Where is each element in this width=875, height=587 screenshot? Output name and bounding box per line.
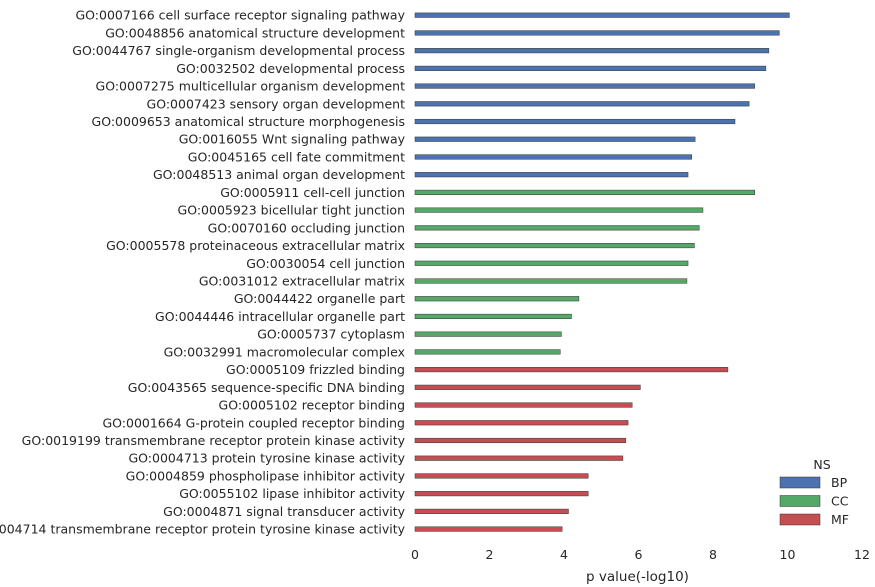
category-label: GO:0004859 phospholipase inhibitor activ… <box>126 468 406 483</box>
category-label: GO:0004871 signal transducer activity <box>163 504 405 519</box>
category-label: GO:0016055 Wnt signaling pathway <box>179 132 406 147</box>
bar-bp <box>414 118 736 125</box>
category-label: GO:0005911 cell-cell junction <box>220 185 405 200</box>
category-label: GO:0070160 occluding junction <box>208 220 405 235</box>
bar-bp <box>414 65 767 71</box>
legend-swatch-bp <box>779 476 821 489</box>
category-label: GO:0005102 receptor binding <box>219 398 405 413</box>
x-tick-label: 6 <box>635 547 643 562</box>
legend-label-bp: BP <box>831 475 848 490</box>
category-labels: GO:0007166 cell surface receptor signali… <box>0 8 406 537</box>
bar-cc <box>414 331 562 337</box>
bar-mf <box>414 508 569 514</box>
category-label: GO:0030054 cell junction <box>246 256 405 271</box>
bar-mf <box>414 402 633 408</box>
x-tick-label: 2 <box>486 547 494 562</box>
bar-mf <box>414 455 624 461</box>
x-tick-label: 4 <box>560 547 568 562</box>
bar-cc <box>414 207 704 213</box>
bars-group <box>414 12 790 532</box>
legend-swatch-mf <box>779 513 821 526</box>
bar-cc <box>414 225 700 231</box>
bar-mf <box>414 437 627 444</box>
category-label: GO:0005923 bicellular tight junction <box>178 203 405 218</box>
legend: NS BP CC MF <box>779 457 849 527</box>
category-label: GO:0004713 protein tyrosine kinase activ… <box>129 451 406 466</box>
bar-mf <box>414 367 729 373</box>
category-label: GO:0007166 cell surface receptor signali… <box>75 8 405 23</box>
category-label: GO:0044767 single-organism developmental… <box>72 43 405 58</box>
bar-bp <box>414 136 696 142</box>
x-tick-label: 10 <box>780 547 796 562</box>
category-label: GO:0044446 intracellular organelle part <box>155 309 405 324</box>
x-tick-label: 8 <box>709 547 717 562</box>
category-label: GO:0004714 transmembrane receptor protei… <box>0 522 406 537</box>
legend-label-cc: CC <box>831 494 849 509</box>
bar-bp <box>414 30 780 36</box>
category-label: GO:0007423 sensory organ development <box>147 96 406 111</box>
category-label: GO:0048513 animal organ development <box>153 167 405 182</box>
bar-cc <box>414 278 688 284</box>
x-axis-label: p value(-log10) <box>586 569 689 585</box>
category-label: GO:0055102 lipase inhibitor activity <box>179 486 405 501</box>
bar-cc <box>414 296 580 302</box>
category-label: GO:0005578 proteinaceous extracellular m… <box>106 238 405 253</box>
bar-bp <box>414 154 693 160</box>
category-label: GO:0001664 G-protein coupled receptor bi… <box>102 415 405 430</box>
category-label: GO:0032502 developmental process <box>176 61 405 76</box>
category-label: GO:0007275 multicellular organism develo… <box>96 79 406 94</box>
bar-cc <box>414 260 689 266</box>
category-label: GO:0009653 anatomical structure morphoge… <box>92 114 405 129</box>
bar-bp <box>414 12 790 18</box>
x-tick-label: 0 <box>411 547 419 562</box>
bar-bp <box>414 172 689 178</box>
category-label: GO:0043565 sequence-specific DNA binding <box>128 380 405 395</box>
category-label: GO:0005737 cytoplasm <box>257 327 405 342</box>
bar-cc <box>414 243 695 249</box>
bar-cc <box>414 313 572 319</box>
category-label: GO:0031012 extracellular matrix <box>199 274 405 289</box>
category-label: GO:0005109 frizzled binding <box>226 362 405 377</box>
bar-mf <box>414 526 563 532</box>
legend-title: NS <box>813 457 830 472</box>
category-label: GO:0032991 macromolecular complex <box>164 344 405 359</box>
x-axis-ticks: 0 2 4 6 8 10 12 <box>411 547 870 562</box>
bar-cc <box>414 349 561 355</box>
bar-mf <box>414 420 629 426</box>
bar-mf <box>414 473 589 479</box>
category-label: GO:0044422 organelle part <box>234 291 405 306</box>
legend-label-mf: MF <box>831 512 849 527</box>
bar-bp <box>414 101 750 107</box>
bar-mf <box>414 491 589 497</box>
category-label: GO:0048856 anatomical structure developm… <box>105 25 405 40</box>
bar-bp <box>414 48 770 54</box>
legend-swatch-cc <box>779 495 821 507</box>
category-label: GO:0045165 cell fate commitment <box>188 149 405 164</box>
bar-mf <box>414 384 641 390</box>
x-tick-label: 12 <box>854 547 870 562</box>
category-label: GO:0019199 transmembrane receptor protei… <box>22 433 406 448</box>
bar-cc <box>414 189 755 195</box>
bar-bp <box>414 83 755 89</box>
